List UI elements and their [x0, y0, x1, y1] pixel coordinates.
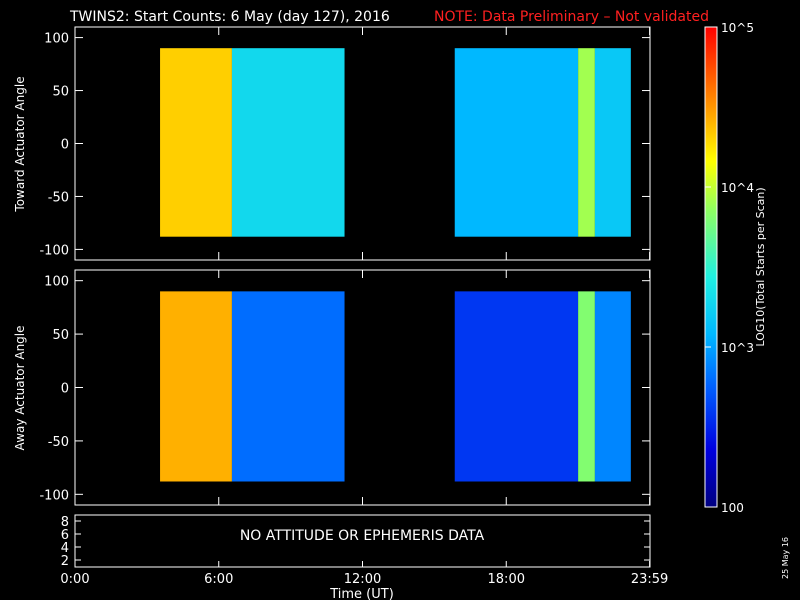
x-axis-label: Time (UT): [329, 587, 394, 600]
count-band-3: [578, 291, 595, 482]
colorbar-label: LOG10(Total Starts per Scan): [754, 187, 767, 346]
y-tick-label: 0: [61, 382, 69, 397]
x-axis: 0:00 6:00 12:00 18:00 23:59: [60, 561, 668, 587]
panel-away-y-axis: 100 50 0 -50 -100: [39, 270, 651, 505]
count-band-4: [594, 291, 631, 482]
x-tick-label: 6:00: [204, 572, 233, 587]
panel-toward: 100 50 0 -50 -100 Toward Actuator Angle: [13, 26, 651, 261]
chart-title: TWINS2: Start Counts: 6 May (day 127), 2…: [69, 9, 390, 25]
y-tick-label: 100: [44, 275, 69, 290]
x-tick-label: 0:00: [60, 572, 89, 587]
y-tick-label: 50: [52, 328, 69, 343]
x-tick-label: 18:00: [488, 572, 525, 587]
y-tick-label: -50: [48, 190, 69, 205]
y-tick-label: -100: [39, 488, 69, 503]
x-tick-label: 12:00: [344, 572, 381, 587]
y-tick-label: 100: [44, 32, 69, 47]
colorbar-tick-label: 10^3: [721, 341, 754, 355]
y-tick-label: 2: [61, 554, 69, 569]
date-stamp: 25 May 16: [781, 537, 790, 579]
y-tick-label: -50: [48, 435, 69, 450]
y-tick-label: 8: [61, 515, 69, 530]
colorbar-tick-label: 10^5: [721, 21, 754, 35]
count-band-4: [594, 48, 631, 237]
y-tick-label: -100: [39, 243, 69, 258]
panel-away-data: [160, 291, 631, 482]
count-band-1: [231, 48, 345, 237]
count-band-3: [578, 48, 595, 237]
panel-away-ylabel: Away Actuator Angle: [13, 325, 27, 450]
y-tick-label: 50: [52, 85, 69, 100]
count-band-2: [454, 291, 579, 482]
count-band-1: [231, 291, 345, 482]
colorbar-gradient: [704, 26, 718, 508]
y-tick-label: 6: [61, 528, 69, 543]
colorbar-tick-label: 100: [721, 501, 744, 515]
count-band-2: [454, 48, 579, 237]
x-tick-label: 23:59: [631, 572, 668, 587]
count-band-0: [160, 291, 232, 482]
panel-away: 100 50 0 -50 -100 Away Actuator Angle: [13, 269, 651, 506]
colorbar: 10^5 10^4 10^3 100 LOG10(Total Starts per S…: [704, 21, 767, 515]
y-tick-label: 4: [61, 541, 69, 556]
panel-toward-y-axis: 100 50 0 -50 -100: [39, 27, 651, 260]
preliminary-note: NOTE: Data Preliminary – Not validated: [434, 9, 709, 25]
no-ephemeris-message: NO ATTITUDE OR EPHEMERIS DATA: [240, 528, 485, 544]
y-tick-label: 0: [61, 138, 69, 153]
count-band-0: [160, 48, 232, 237]
colorbar-tick-label: 10^4: [721, 181, 754, 195]
colorbar-ticks: 10^5 10^4 10^3 100: [705, 21, 754, 515]
panel-toward-data: [160, 48, 631, 237]
panel-toward-ylabel: Toward Actuator Angle: [13, 76, 27, 212]
